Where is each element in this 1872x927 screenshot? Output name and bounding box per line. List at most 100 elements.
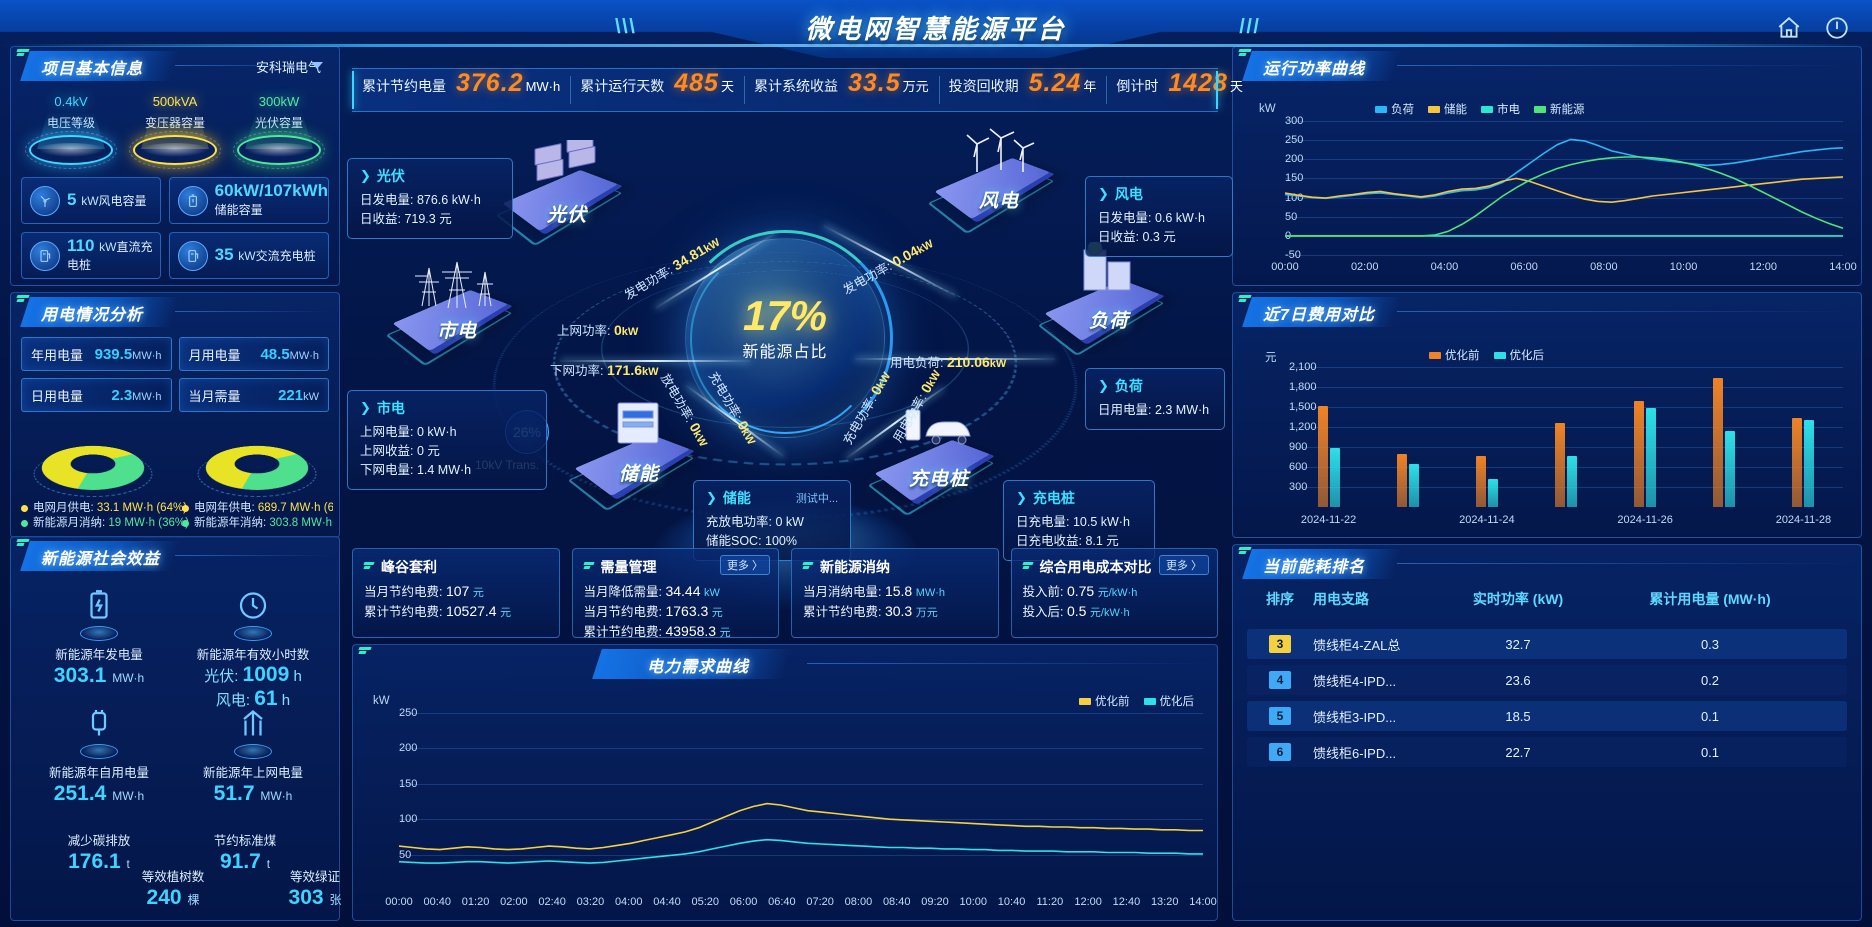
legend-item[interactable]: 储能 (1428, 101, 1467, 117)
metric-cards-row: 峰谷套利 当月节约电费: 107 元 累计节约电费: 10527.4 元 需量管… (352, 548, 1218, 639)
row-key: 当月节约电费: (364, 585, 443, 599)
kpi-value: 33.5 (847, 69, 901, 97)
node-storage[interactable]: 储能 (567, 402, 703, 512)
row-value: 107 (445, 583, 470, 599)
row-value: 10527.4 (445, 603, 497, 619)
card-demand-mgmt[interactable]: 需量管理 更多 〉 当月降低需量: 34.44 kW 当月节约电费: 1763.… (571, 548, 779, 639)
x-tick: 04:00 (1430, 261, 1459, 273)
usage-stats: 年用电量 939.5MW·h 月用电量 48.5MW·h 日用电量 2.3MW·h 当… (21, 337, 329, 412)
kpi-bar: 累计节约电量 376.2 MW·h 累计运行天数 485 天 累计系统收益 33.5 万元 … (352, 68, 1243, 112)
x-tick: 13:20 (1150, 896, 1179, 908)
more-button[interactable]: 更多 〉 (1158, 555, 1209, 575)
node-pv[interactable]: 光伏 (495, 140, 631, 247)
kpi-item: 倒计时 1428 天 (1106, 69, 1253, 111)
node-charger[interactable]: 充电桩 (867, 409, 1003, 517)
card-pv[interactable]: ❯ 光伏 日发电量: 876.6 kW·h 日收益: 719.3 元 (347, 158, 513, 239)
sub-unit: h (281, 692, 291, 709)
benefit-grid: 新能源年发电量 303.1 MW·h 新能源年有效小时数 光伏: 1009 h … (15, 577, 341, 916)
capacity-value: 500 (152, 94, 175, 109)
legend-row: 新能源月消纳: 19 MW·h (36%) (21, 516, 189, 531)
project-info-panel: 项目基本信息 安科瑞电气 0.4kV 电压等级 500kVA 变压器容量 300… (10, 46, 340, 286)
benefit-item: 等效植树数 240 棵 (93, 863, 253, 910)
table-row[interactable]: 4 馈线柜4-IPD... 23.6 0.2 (1247, 665, 1847, 695)
benefit-unit: 张 (329, 893, 342, 907)
sub-label: 光伏: (204, 668, 239, 685)
card-wind[interactable]: ❯ 风电 日发电量: 0.6 kW·h 日收益: 0.3 元 (1085, 176, 1233, 257)
benefit-unit: t (126, 857, 130, 871)
row-key: 投入后: (1022, 605, 1064, 619)
bar-优化前 (1317, 405, 1328, 507)
card-grid[interactable]: ❯ 市电 上网电量: 0 kW·h 上网收益: 0 元 下网电量: 1.4 MW·… (347, 390, 547, 490)
metric-box[interactable]: 5 kW风电容量 (21, 177, 161, 224)
legend-item[interactable]: 市电 (1481, 101, 1520, 117)
table-row[interactable]: 5 馈线柜3-IPD... 18.5 0.1 (1247, 701, 1847, 731)
stat-unit: MW·h (132, 390, 162, 403)
node-load[interactable]: 负荷 (1037, 242, 1173, 357)
project-select-value: 安科瑞电气 (255, 60, 321, 75)
home-icon[interactable] (1776, 15, 1802, 46)
capacity-value: 0.4 (54, 94, 73, 109)
row-value: 1763.3 (665, 603, 709, 619)
legend-item[interactable]: 优化前 (1429, 347, 1480, 363)
arrow-icon: ❯ (1098, 378, 1109, 393)
panel-header: 新能源社会效益 (15, 541, 335, 575)
metric-box[interactable]: 110 kW直流充电桩 (21, 232, 161, 279)
rank-table-header: 排序 用电支路 实时功率 (kW) 累计用电量 (MW·h) (1247, 589, 1847, 617)
panel-header: 运行功率曲线 (1237, 51, 1857, 85)
card-renewable-consumption[interactable]: 新能源消纳 当月消纳电量: 15.8 MW·h 累计节约电费: 30.3 万元 (791, 548, 999, 638)
power-cell: 32.7 (1505, 636, 1531, 652)
stat-value: 2.3 (111, 386, 133, 404)
label-text: 用电负荷: (890, 356, 944, 370)
disc (25, 131, 117, 169)
metric-box[interactable]: 60kW/107kWh 储能容量 (168, 177, 329, 224)
header-stripe (0, 44, 1872, 47)
power-icon[interactable] (1824, 15, 1850, 46)
flow-line-load (855, 358, 1055, 360)
card-row: 上网收益: 0 元 (360, 444, 440, 458)
energy-flow-diagram: 17% 新能源占比 光伏 风电 市电 负荷 储能 充电桩 (306, 110, 1264, 610)
row-key: 累计节约电费: (364, 605, 443, 619)
stat-label: 日用电量 (31, 388, 84, 404)
card-cost-compare[interactable]: 综合用电成本对比 更多 〉 投入前: 0.75 元/kW·h 投入后: 0.5 … (1010, 548, 1218, 638)
legend-item[interactable]: 优化前 (1079, 693, 1130, 709)
globe-arc-outer (677, 230, 893, 446)
card-load[interactable]: ❯ 负荷 日用电量: 2.3 MW·h (1085, 368, 1225, 430)
card-peak-valley[interactable]: 峰谷套利 当月节约电费: 107 元 累计节约电费: 10527.4 元 (352, 548, 560, 638)
renewable-share: 17% 新能源占比 (675, 292, 895, 362)
x-tick: 03:20 (576, 896, 605, 908)
gridline (1285, 255, 1843, 256)
x-tick: 02:00 (500, 896, 528, 908)
node-wind[interactable]: 风电 (927, 128, 1063, 235)
legend-item[interactable]: 新能源 (1534, 101, 1585, 117)
card-row: 日收益: 719.3 元 (360, 212, 452, 226)
legend-item[interactable]: 负荷 (1375, 101, 1414, 117)
metric-value: 110 (67, 236, 95, 255)
capacity-label: 电压等级 (46, 116, 95, 130)
table-row[interactable]: 3 馈线柜4-ZAL总 32.7 0.3 (1247, 629, 1847, 659)
metric-label: 直流充电桩 (67, 240, 153, 272)
label-unit: kW (642, 366, 659, 378)
x-tick: 02:00 (1350, 261, 1379, 273)
capacity-item: 300kW 光伏容量 (229, 89, 329, 169)
card-storage[interactable]: ❯ 储能 测试中... 充放电功率: 0 kW 储能SOC: 100% (693, 480, 851, 561)
gridline (1285, 121, 1843, 122)
node-grid[interactable]: 市电 (385, 260, 521, 367)
legend-item[interactable]: 优化后 (1493, 347, 1544, 363)
more-button[interactable]: 更多 〉 (719, 555, 770, 575)
legend-value: 303.8 MW·h (31%) (269, 517, 333, 529)
card-charger[interactable]: ❯ 充电桩 日充电量: 10.5 kW·h 日充电收益: 8.1 元 (1003, 480, 1155, 561)
gridline (1285, 197, 1843, 199)
node-label: 充电桩 (908, 469, 969, 490)
row-unit: kW (704, 587, 720, 599)
metric-box[interactable]: 35 kW交流充电桩 (168, 232, 329, 279)
col-energy: 累计用电量 (MW·h) (1649, 591, 1771, 607)
legend-dot (182, 505, 189, 512)
table-row[interactable]: 6 馈线柜6-IPD... 22.7 0.1 (1247, 737, 1847, 767)
project-select[interactable]: 安科瑞电气 (255, 57, 323, 76)
legend-row: 电网年供电: 689.7 MW·h (69%) (182, 501, 333, 516)
kpi-label: 累计运行天数 (580, 78, 665, 94)
row-value: 0.5 (1066, 603, 1087, 619)
stat-label: 年用电量 (31, 347, 84, 363)
legend-item[interactable]: 优化后 (1143, 693, 1194, 709)
label-unit: kW (621, 326, 639, 338)
